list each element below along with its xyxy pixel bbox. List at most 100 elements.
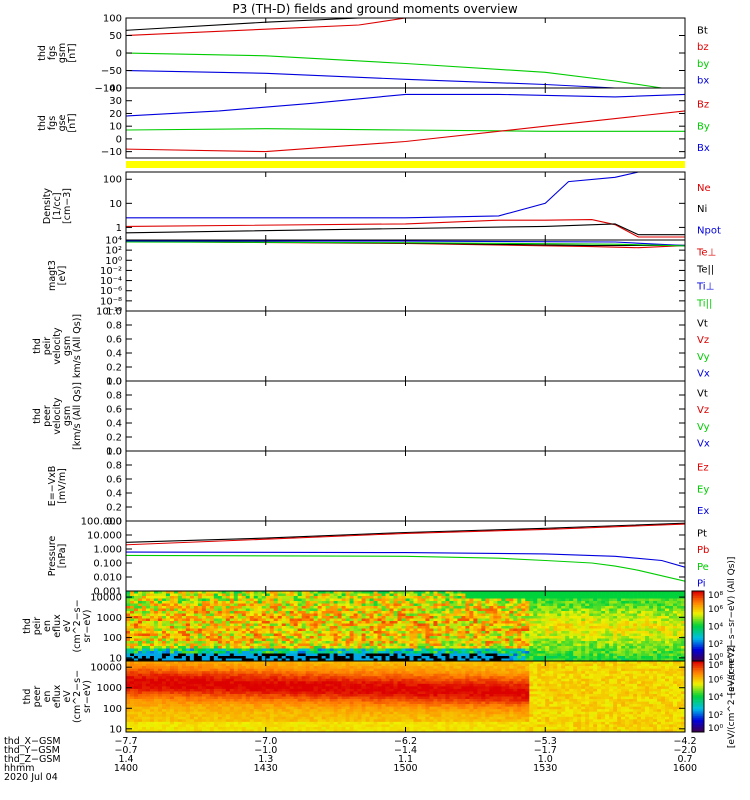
ylabel-peir_spec: eV — [62, 619, 73, 632]
ytick-label-peir_velocity: 0.8 — [106, 321, 122, 332]
ytick-label-magt3: 10⁰ — [105, 256, 122, 267]
xaxis-value: −0.7 — [114, 745, 137, 756]
legend-Bz: Bz — [697, 99, 709, 110]
xaxis-value: 0.7 — [677, 754, 692, 765]
ytick-label-pressure: 0.100 — [93, 559, 122, 570]
ylabel-fgs_gsm: thd — [37, 45, 48, 61]
ytick-label-efield: 1.0 — [106, 447, 122, 458]
ytick-label-fgs_gse: 20 — [109, 109, 122, 120]
ylabel-pressure: [nPa] — [57, 544, 68, 569]
ylabel-peer_velocity: [km/s (All Qs)] — [72, 382, 83, 450]
ytick-label-efield: 0.6 — [106, 475, 122, 486]
ylabel-fgs_gsm: gsm — [57, 43, 68, 63]
xaxis-value: 1.1 — [398, 754, 413, 765]
ytick-label-magt3: 10⁻² — [100, 266, 122, 277]
xaxis-value: 1.3 — [258, 754, 273, 765]
series-line-density-Npot — [126, 171, 639, 219]
colorbar-tick: 10⁴ — [708, 693, 723, 703]
ytick-label-peer_velocity: 1.0 — [106, 377, 122, 388]
ytick-label-peir_velocity: 0.0 — [106, 377, 122, 388]
ylabel-peir_velocity: peir — [42, 337, 53, 356]
xaxis-value: 1430 — [254, 763, 278, 774]
ytick-label-fgs_gsm: 0 — [116, 49, 122, 60]
ytick-label-efield: 0.2 — [106, 503, 122, 514]
xaxis-value: 1600 — [673, 763, 697, 774]
ylabel-peer_velocity: velocity — [52, 397, 63, 435]
xaxis-row-label: thd_Z−GSM — [4, 754, 61, 765]
ylabel-peer_velocity: gsm — [62, 406, 73, 426]
ytick-label-fgs_gsm: −50 — [101, 66, 122, 77]
colorbar-tick: 10⁶ — [708, 605, 723, 615]
ytick-label-peir_spec: 100 — [103, 633, 122, 644]
colorbar-tick: 10⁰ — [708, 653, 723, 663]
ylabel-efield: [mV/m] — [57, 468, 68, 504]
ylabel-efield: E=−VxB — [47, 466, 58, 507]
legend-Pe: Pe — [697, 562, 709, 573]
ylabel-peer_spec: eflux — [52, 684, 63, 708]
legend-Te⊥: Te⊥ — [696, 248, 716, 259]
ylabel-peir_velocity: gsm — [62, 336, 73, 356]
colorbar-frame — [691, 660, 705, 733]
spectrogram-peer_spec — [126, 661, 686, 733]
xaxis-value: −6.2 — [394, 736, 417, 747]
ytick-label-peer_spec: 100 — [103, 704, 122, 715]
ytick-label-peer_spec: 1000 — [97, 683, 122, 694]
ytick-label-pressure: 0.001 — [93, 587, 122, 598]
panel-frame-peir_velocity — [125, 310, 686, 382]
legend-Npot: Npot — [697, 225, 721, 236]
colorbar-tick: 10⁶ — [708, 675, 723, 685]
ytick-label-peir_velocity: 0.2 — [106, 363, 122, 374]
colorbar-tick: 10⁰ — [708, 724, 723, 734]
ytick-label-density: 100 — [103, 175, 122, 186]
ytick-label-efield: 0.4 — [106, 489, 122, 500]
ylabel-peir_velocity: thd — [32, 338, 43, 354]
ytick-label-magt3: 10⁻⁶ — [100, 286, 122, 297]
legend-Ni: Ni — [697, 204, 707, 215]
colorbar-tick: 10² — [708, 711, 723, 721]
ytick-label-peer_velocity: 0.2 — [106, 433, 122, 444]
legend-Ex: Ex — [697, 506, 709, 517]
legend-bx: bx — [697, 76, 709, 87]
legend-Vz: Vz — [697, 405, 709, 416]
series-line-fgs_gsm-bz — [125, 17, 406, 37]
ytick-label-pressure: 0.010 — [93, 573, 122, 584]
ylabel-fgs_gse: [nT] — [67, 113, 78, 132]
colorbar-label: [eV/(cm^2−s−sr−eV)] — [727, 645, 737, 748]
xaxis-value: −7.0 — [254, 736, 277, 747]
legend-Pb: Pb — [697, 545, 709, 556]
legend-Vz: Vz — [697, 335, 709, 346]
ylabel-peir_spec: en — [42, 620, 53, 632]
ylabel-density: [cm−3] — [62, 188, 73, 224]
legend-Vt: Vt — [697, 319, 708, 330]
panel-frame-density — [125, 171, 686, 241]
series-line-pressure-Pe — [125, 554, 686, 583]
ytick-label-fgs_gsm: −100 — [95, 84, 122, 95]
ytick-label-magt3: 10² — [105, 246, 122, 257]
status-bar — [126, 161, 685, 168]
xaxis-value: 1.4 — [118, 754, 133, 765]
series-line-fgs_gse-By — [125, 128, 685, 132]
colorbar-0 — [692, 591, 704, 662]
xaxis-value: −5.3 — [534, 736, 557, 747]
ytick-label-efield: 0.8 — [106, 461, 122, 472]
ylabel-peer_velocity: thd — [32, 408, 43, 424]
xaxis-value: 1400 — [114, 763, 138, 774]
legend-Pt: Pt — [697, 529, 707, 540]
legend-Ti⊥: Ti⊥ — [696, 281, 714, 292]
xaxis-row-label: thd_Y−GSM — [4, 745, 60, 756]
ylabel-peer_spec: thd — [22, 689, 33, 705]
legend-bz: bz — [697, 42, 709, 53]
ytick-label-fgs_gsm: 50 — [109, 31, 122, 42]
series-line-density-Ne — [125, 219, 685, 238]
ylabel-magt3: magt3 — [47, 260, 58, 291]
ylabel-peer_spec: (cm^2−s− — [72, 670, 83, 723]
ylabel-peir_spec: peir — [32, 617, 43, 636]
panel-frame-magt3 — [125, 239, 686, 312]
ytick-label-pressure: 1.000 — [93, 545, 122, 556]
colorbar-tick: 10⁸ — [708, 661, 723, 671]
xaxis-value: 1500 — [393, 763, 417, 774]
series-line-pressure-Pb — [125, 523, 686, 546]
colorbar-label: [eV/(cm^2−s−sr−eV) (All Qs)] — [727, 557, 737, 696]
